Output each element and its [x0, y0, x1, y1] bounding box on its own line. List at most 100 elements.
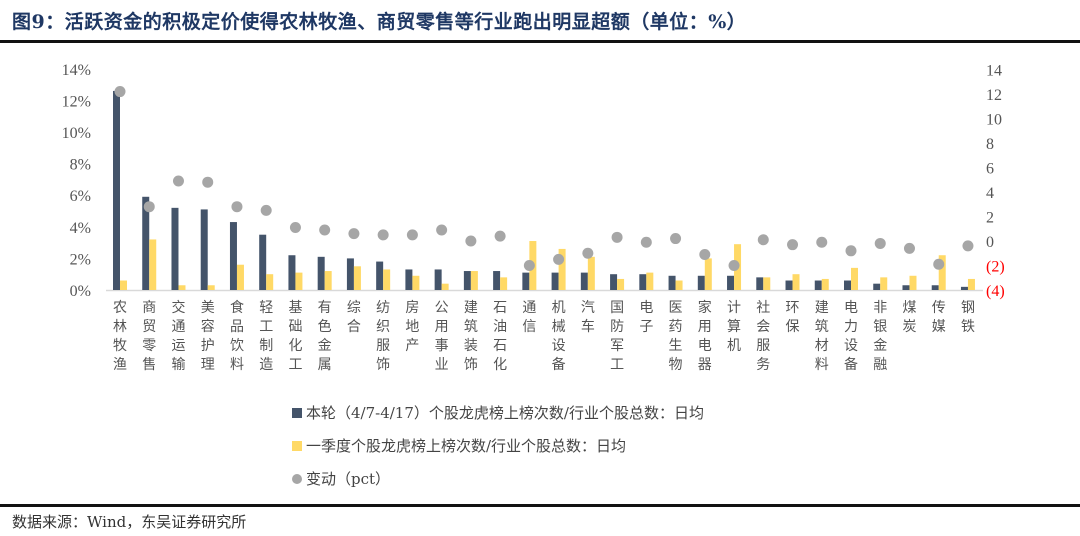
x-category-label: 设: [844, 338, 858, 354]
bar-q1: [587, 256, 595, 290]
change-marker: [143, 201, 155, 213]
x-category-label: 产: [405, 338, 419, 354]
x-category-label: 保: [786, 319, 800, 335]
y-left-tick: 14%: [62, 62, 91, 79]
bar-q1: [470, 271, 478, 290]
change-marker: [231, 201, 243, 213]
x-category-label: 贸: [142, 319, 156, 335]
x-category-label: 械: [552, 319, 566, 335]
x-category-label: 通: [171, 319, 185, 335]
x-category-label: 色: [318, 318, 332, 335]
bar-current: [551, 272, 559, 290]
bar-q1: [383, 269, 391, 290]
bar-q1: [851, 267, 858, 290]
bar-q1: [967, 278, 975, 290]
change-marker: [933, 258, 945, 270]
chart-legend: 本轮（4/7-4/17）个股龙虎榜上榜次数/行业个股总数：日均 一季度个股龙虎榜…: [292, 396, 704, 495]
x-category-label: 会: [756, 319, 770, 335]
change-marker: [289, 222, 301, 234]
x-category-label: 理: [201, 357, 215, 373]
x-category-label: 商: [142, 300, 156, 316]
bar-q1: [646, 272, 654, 290]
x-category-label: 非: [873, 300, 887, 316]
x-category-label: 设: [552, 338, 566, 354]
x-category-label: 美: [201, 300, 215, 316]
y-right-tick: (2): [986, 259, 1005, 276]
x-category-label: 农: [113, 300, 127, 316]
x-category-label: 工: [610, 357, 624, 373]
bar-q1: [704, 258, 712, 290]
x-category-label: 炭: [902, 319, 916, 335]
y-right-tick: 8: [986, 136, 994, 153]
bar-current: [931, 285, 939, 290]
x-category-label: 合: [347, 319, 361, 335]
x-category-label: 军: [610, 338, 624, 354]
x-category-label: 化: [288, 338, 302, 354]
y-left-tick: 12%: [62, 93, 91, 110]
x-category-label: 电: [639, 300, 653, 316]
bar-current: [142, 196, 150, 290]
x-category-label: 石: [493, 338, 507, 354]
x-category-label: 备: [552, 356, 566, 373]
x-category-label: 器: [698, 357, 712, 373]
bar-current: [785, 280, 793, 290]
x-category-label: 有: [318, 300, 332, 316]
y-left-tick: 6%: [70, 188, 91, 205]
change-marker: [436, 224, 448, 236]
legend-label-q1: 一季度个股龙虎榜上榜次数/行业个股总数：日均: [306, 437, 627, 455]
change-marker: [845, 245, 857, 257]
bar-current: [346, 258, 354, 290]
x-category-label: 护: [201, 338, 215, 354]
data-source-note: 数据来源：Wind，东吴证券研究所: [12, 513, 247, 531]
y-right-tick: 6: [986, 161, 994, 178]
x-category-label: 服: [756, 338, 770, 354]
change-marker: [319, 224, 331, 236]
change-marker: [260, 204, 272, 216]
bar-q1: [763, 277, 771, 290]
y-right-tick: 14: [986, 63, 1002, 80]
bar-q1: [500, 277, 508, 290]
x-category-label: 零: [142, 338, 156, 354]
bar-q1: [412, 275, 420, 290]
x-category-label: 金: [318, 338, 332, 354]
bar-current: [610, 274, 618, 290]
bar-current: [463, 271, 471, 290]
bar-q1: [324, 271, 332, 290]
bar-q1: [295, 272, 303, 290]
legend-swatch-current: [292, 407, 302, 418]
x-category-label: 用: [698, 319, 712, 335]
x-category-label: 饰: [376, 357, 390, 373]
change-marker: [787, 239, 799, 251]
x-category-label: 售: [142, 357, 156, 373]
chart-plot: 0% 2% 4% 6% 8% 10% 12% 14% (4) (2) 0 2 4 6 8 10 12 14 农林牧渔…: [62, 62, 1005, 373]
x-category-label: 渔: [113, 357, 127, 373]
bar-current: [727, 275, 735, 290]
x-category-label: 信: [522, 319, 536, 335]
x-category-label: 医: [669, 300, 683, 316]
x-category-label: 料: [230, 357, 244, 373]
x-category-label: 综: [347, 300, 361, 316]
bar-q1: [821, 278, 829, 290]
x-category-label: 防: [610, 319, 624, 335]
x-category-label: 容: [201, 318, 215, 335]
legend-item-q1: 一季度个股龙虎榜上榜次数/行业个股总数：日均: [292, 429, 704, 462]
x-category-label: 地: [405, 319, 419, 335]
x-category-label: 料: [815, 357, 829, 373]
change-marker: [903, 242, 915, 254]
bar-current: [259, 234, 267, 290]
x-category-label: 用: [435, 319, 449, 335]
x-category-label: 工: [259, 319, 273, 335]
bar-current: [200, 209, 208, 290]
bar-q1: [207, 285, 215, 290]
x-category-label: 钢: [961, 300, 975, 316]
x-category-label: 车: [581, 318, 595, 335]
y-left-tick: 10%: [62, 125, 91, 142]
y-left-tick: 0%: [70, 283, 91, 300]
bar-current: [317, 256, 325, 290]
bar-q1: [441, 283, 449, 290]
bar-q1: [178, 285, 186, 290]
bar-q1: [880, 277, 888, 290]
x-category-label: 筑: [464, 319, 478, 335]
bar-q1: [353, 266, 361, 290]
x-category-label: 食: [230, 299, 244, 316]
